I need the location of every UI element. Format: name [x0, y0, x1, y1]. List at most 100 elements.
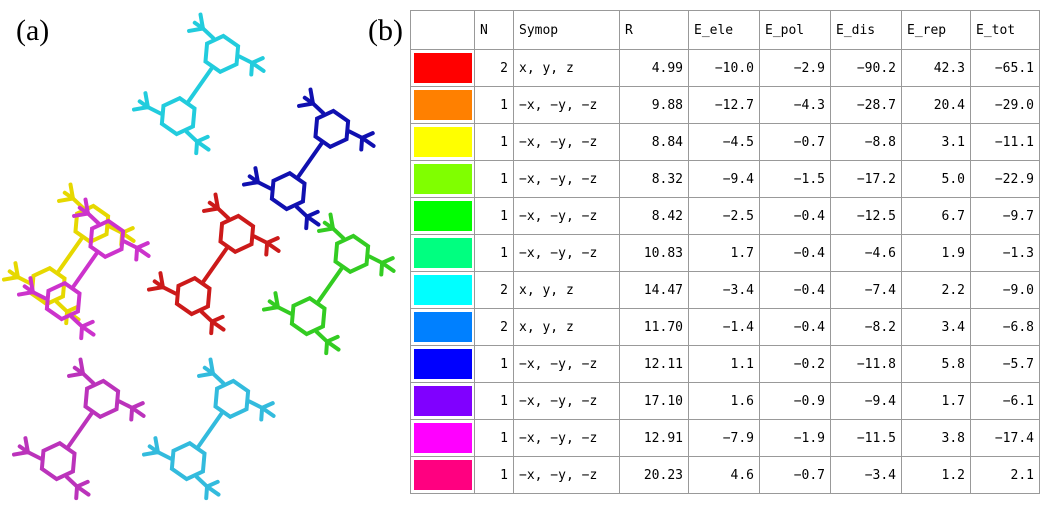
swatch-cell: [411, 420, 475, 457]
table-cell: 1.7: [902, 383, 971, 420]
molecule: [149, 195, 284, 338]
table-cell: −9.4: [689, 161, 760, 198]
table-row: 2x, y, z11.70−1.4−0.4−8.23.4−6.8: [411, 309, 1040, 346]
table-cell: −1.4: [689, 309, 760, 346]
swatch-cell: [411, 124, 475, 161]
header-cell: E_ele: [689, 11, 760, 50]
swatch-cell: [411, 235, 475, 272]
table-cell: −x, −y, −z: [514, 457, 620, 494]
molecule: [4, 185, 139, 328]
table-cell: −x, −y, −z: [514, 198, 620, 235]
header-cell: E_tot: [971, 11, 1040, 50]
header-cell: N: [475, 11, 514, 50]
swatch-cell: [411, 161, 475, 198]
table-cell: 1.1: [689, 346, 760, 383]
table-cell: 2: [475, 272, 514, 309]
table-cell: −x, −y, −z: [514, 346, 620, 383]
table-cell: 8.32: [620, 161, 689, 198]
table-cell: −0.2: [760, 346, 831, 383]
color-swatch: [414, 90, 472, 120]
table-cell: 2.1: [971, 457, 1040, 494]
ring: [83, 216, 130, 262]
color-swatch: [414, 238, 472, 268]
table-cell: 1.9: [902, 235, 971, 272]
table-cell: 4.6: [689, 457, 760, 494]
table-cell: 1: [475, 235, 514, 272]
table-cell: −0.7: [760, 457, 831, 494]
color-swatch: [414, 386, 472, 416]
table-cell: 8.42: [620, 198, 689, 235]
table-cell: 8.84: [620, 124, 689, 161]
bond: [59, 239, 82, 272]
table-cell: −8.8: [831, 124, 902, 161]
header-cell: [411, 11, 475, 50]
bond: [74, 254, 97, 287]
color-swatch: [414, 349, 472, 379]
table-cell: 9.88: [620, 87, 689, 124]
table-cell: −9.4: [831, 383, 902, 420]
table-cell: −9.0: [971, 272, 1040, 309]
table-cell: −17.2: [831, 161, 902, 198]
header-cell: Symop: [514, 11, 620, 50]
bond: [189, 69, 212, 102]
table-cell: −22.9: [971, 161, 1040, 198]
molecule: [264, 215, 399, 358]
table-cell: −4.3: [760, 87, 831, 124]
table-cell: 3.8: [902, 420, 971, 457]
table-row: 1−x, −y, −z20.234.6−0.7−3.41.22.1: [411, 457, 1040, 494]
bond: [199, 414, 222, 447]
table-cell: 2: [475, 309, 514, 346]
table-cell: 1.6: [689, 383, 760, 420]
table-cell: 5.8: [902, 346, 971, 383]
table-cell: −3.4: [689, 272, 760, 309]
table-cell: −12.5: [831, 198, 902, 235]
ring: [328, 231, 375, 277]
swatch-cell: [411, 346, 475, 383]
table-cell: 11.70: [620, 309, 689, 346]
table-cell: 1: [475, 161, 514, 198]
swatch-cell: [411, 198, 475, 235]
table-cell: 6.7: [902, 198, 971, 235]
table-cell: −11.8: [831, 346, 902, 383]
table-cell: −x, −y, −z: [514, 161, 620, 198]
table-cell: −x, −y, −z: [514, 420, 620, 457]
table-cell: 1.2: [902, 457, 971, 494]
table-cell: 1: [475, 124, 514, 161]
table-cell: 3.4: [902, 309, 971, 346]
table-cell: −2.5: [689, 198, 760, 235]
table-cell: 1: [475, 87, 514, 124]
table-cell: −17.4: [971, 420, 1040, 457]
table-cell: 5.0: [902, 161, 971, 198]
table-cell: 3.1: [902, 124, 971, 161]
ring: [170, 273, 217, 319]
table-cell: x, y, z: [514, 50, 620, 87]
bond: [319, 269, 342, 302]
table-cell: −4.6: [831, 235, 902, 272]
table-cell: 20.23: [620, 457, 689, 494]
table-cell: 1: [475, 420, 514, 457]
table-cell: −12.7: [689, 87, 760, 124]
molecule: [14, 360, 149, 503]
ring: [308, 106, 355, 152]
molecule-packing: [0, 0, 400, 508]
swatch-cell: [411, 50, 475, 87]
color-swatch: [414, 127, 472, 157]
table-row: 1−x, −y, −z8.42−2.5−0.4−12.56.7−9.7: [411, 198, 1040, 235]
table-cell: −5.7: [971, 346, 1040, 383]
header-cell: E_dis: [831, 11, 902, 50]
color-swatch: [414, 460, 472, 490]
color-swatch: [414, 201, 472, 231]
table-cell: 1: [475, 346, 514, 383]
color-swatch: [414, 275, 472, 305]
ring: [213, 211, 260, 257]
table-cell: 2: [475, 50, 514, 87]
table-cell: −8.2: [831, 309, 902, 346]
table-cell: −65.1: [971, 50, 1040, 87]
table-cell: 14.47: [620, 272, 689, 309]
table-cell: −28.7: [831, 87, 902, 124]
table-cell: 1: [475, 457, 514, 494]
table-cell: 17.10: [620, 383, 689, 420]
